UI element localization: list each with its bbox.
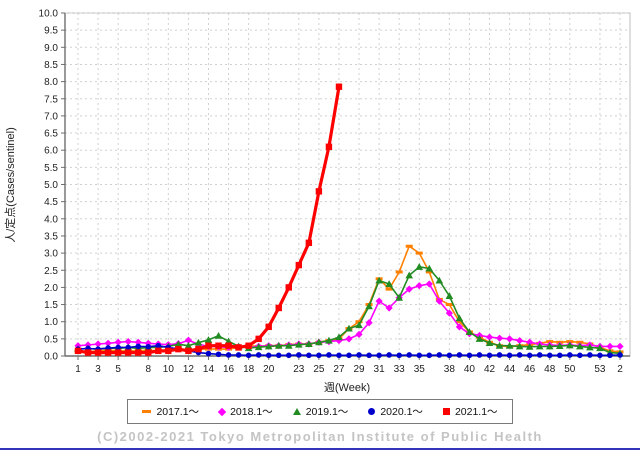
x-tick-label: 44 (504, 364, 516, 375)
x-tick-label: 2 (617, 364, 623, 375)
legend-item-20171: 2017.1～ (142, 404, 199, 419)
y-tick-label: 3.5 (44, 231, 58, 242)
chart-svg: 0.0 0.5 1.0 1.5 2.0 2.5 3.0 3.5 4.0 4.5 5.0 5.5 6.0 6… (39, 9, 631, 375)
x-tick-label: 35 (414, 364, 426, 375)
y-tick-label: 7.0 (44, 111, 58, 122)
x-tick-label: 48 (544, 364, 556, 375)
x-tick-label: 12 (183, 364, 195, 375)
x-tick-label: 25 (313, 364, 325, 375)
y-tick-label: 4.5 (44, 197, 58, 208)
legend-item-20191: 2019.1～ (292, 404, 349, 419)
x-tick-label: 53 (594, 364, 606, 375)
plot-canvas: 0.0 0.5 1.0 1.5 2.0 2.5 3.0 3.5 4.0 4.5 5.0 5.5 6.0 6… (39, 9, 631, 375)
x-tick-label: 31 (374, 364, 386, 375)
legend-item-20201: 2020.1～ (368, 404, 423, 419)
y-tick-label: 0.0 (44, 352, 58, 363)
x-tick-label: 14 (203, 364, 215, 375)
legend: 2017.1～ 2018.1～ 2019.1～ 2020.1～ 2021.1～ (127, 399, 513, 424)
x-tick-label: 16 (223, 364, 235, 375)
dash-marker-icon (142, 410, 152, 413)
y-tick-label: 6.0 (44, 146, 58, 157)
series-markers-20211 (74, 83, 343, 356)
y-tick-label: 10.0 (39, 9, 59, 20)
legend-label-20201: 2020.1～ (380, 406, 423, 418)
diamond-marker-icon (217, 407, 227, 416)
y-tick-label: 1.5 (44, 300, 58, 311)
y-tick-label: 4.0 (44, 214, 58, 225)
y-tick-label: 7.5 (44, 94, 58, 105)
circle-marker-icon (368, 408, 376, 415)
triangle-marker-icon (292, 408, 301, 415)
x-tick-label: 18 (243, 364, 255, 375)
x-tick-label: 40 (464, 364, 476, 375)
y-tick-label: 8.5 (44, 60, 58, 71)
x-tick-label: 23 (293, 364, 305, 375)
x-tick-label: 38 (444, 364, 456, 375)
x-tick-label: 3 (95, 364, 101, 375)
x-tick-label: 8 (145, 364, 151, 375)
x-tick-label: 50 (564, 364, 576, 375)
legend-label-20181: 2018.1～ (230, 406, 273, 418)
y-tick-label: 2.5 (44, 266, 58, 277)
legend-row: 2017.1～ 2018.1～ 2019.1～ 2020.1～ 2021.1～ (0, 399, 640, 424)
copyright-footer: (C)2002-2021 Tokyo Metropolitan Institut… (97, 429, 543, 444)
x-tick-label: 33 (394, 364, 406, 375)
y-tick-label: 0.5 (44, 334, 58, 345)
x-tick-label: 27 (333, 364, 345, 375)
x-tick-label: 20 (263, 364, 275, 375)
y-tick-label: 6.5 (44, 129, 58, 140)
y-tick-label: 3.0 (44, 249, 58, 260)
legend-label-20211: 2021.1～ (454, 406, 498, 418)
y-tick-label: 8.0 (44, 77, 58, 88)
x-tick-label: 1 (75, 364, 81, 375)
x-tick-label: 5 (115, 364, 121, 375)
y-tick-label: 9.5 (44, 26, 58, 37)
legend-label-20171: 2017.1～ (156, 406, 200, 418)
legend-item-20211: 2021.1～ (442, 404, 498, 419)
x-tick-label: 46 (524, 364, 536, 375)
square-marker-icon (442, 408, 450, 415)
y-axis-title: 人/定点(Cases/sentinel) (5, 127, 17, 243)
y-tick-label: 9.0 (44, 43, 58, 54)
y-tick-label: 2.0 (44, 283, 58, 294)
x-tick-label: 29 (353, 364, 365, 375)
x-tick-label: 10 (163, 364, 175, 375)
x-axis-title: 週(Week) (323, 382, 371, 394)
y-tick-label: 5.0 (44, 180, 58, 191)
y-tick-label: 1.0 (44, 317, 58, 328)
x-tick-label: 42 (484, 364, 496, 375)
legend-item-20181: 2018.1～ (217, 404, 273, 419)
legend-label-20191: 2019.1～ (305, 406, 349, 418)
bottom-border-bar (0, 448, 640, 450)
y-tick-label: 5.5 (44, 163, 58, 174)
